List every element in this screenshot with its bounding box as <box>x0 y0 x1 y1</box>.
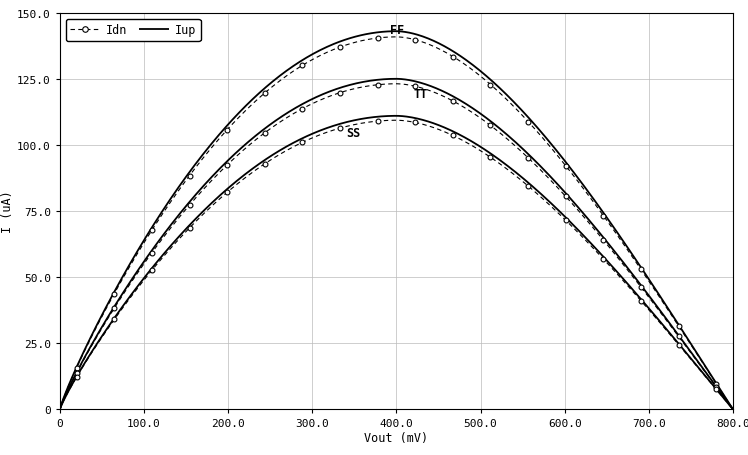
Text: SS: SS <box>346 127 361 140</box>
Text: TT: TT <box>413 87 428 101</box>
Text: FF: FF <box>390 25 405 37</box>
Legend: Idn, Iup: Idn, Iup <box>66 20 200 42</box>
X-axis label: Vout (mV): Vout (mV) <box>364 431 429 444</box>
Y-axis label: I (uA): I (uA) <box>1 190 14 233</box>
